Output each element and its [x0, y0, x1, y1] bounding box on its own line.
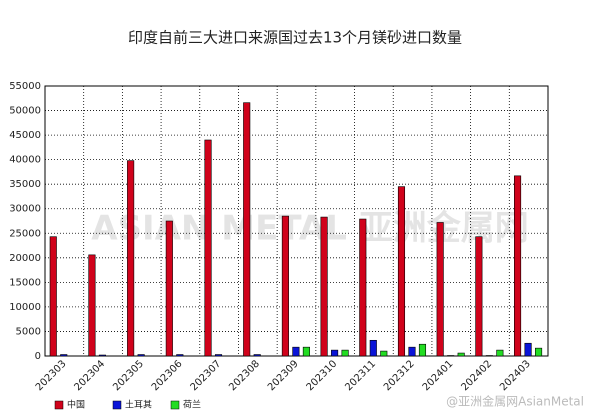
bar: [253, 354, 261, 357]
y-tick-label: 40000: [9, 155, 41, 166]
bar: [281, 215, 289, 357]
bar: [341, 349, 349, 357]
bar: [535, 347, 543, 357]
bar: [418, 343, 427, 357]
bar: [176, 354, 184, 357]
y-tick-label: 45000: [9, 130, 41, 141]
bar: [436, 222, 444, 357]
bar: [165, 220, 173, 357]
bar: [397, 186, 406, 357]
y-tick-label: 20000: [9, 253, 41, 264]
legend-swatch: [112, 400, 122, 410]
bar: [204, 139, 212, 357]
y-tick-label: 15000: [9, 277, 41, 288]
chart-title: 印度自前三大进口来源国过去13个月镁砂进口数量: [128, 29, 462, 47]
y-tick-label: 10000: [9, 302, 41, 313]
bar: [369, 339, 377, 357]
bar: [331, 349, 339, 357]
bar: [524, 342, 532, 357]
legend-label: 土耳其: [125, 399, 152, 411]
bar: [380, 350, 388, 357]
bar: [302, 346, 310, 357]
y-tick-label: 35000: [9, 179, 41, 190]
watermark: ASIAN METAL 亚洲金属网: [91, 209, 528, 249]
y-tick-label: 0: [35, 351, 41, 362]
bar: [127, 160, 135, 357]
legend-label: 荷兰: [183, 399, 201, 411]
bar: [320, 216, 328, 357]
bar: [60, 354, 68, 357]
legend-swatch: [54, 400, 64, 410]
y-tick-label: 30000: [9, 204, 41, 215]
bar: [514, 175, 522, 357]
source: @亚洲金属网AsianMetal: [446, 394, 584, 409]
bar: [359, 218, 367, 357]
y-tick-label: 25000: [9, 228, 41, 239]
bar: [137, 354, 145, 357]
y-tick-label: 55000: [9, 81, 41, 92]
bar: [496, 349, 504, 357]
y-tick-label: 5000: [16, 326, 41, 337]
legend-label: 中国: [67, 399, 85, 411]
bar: [292, 346, 300, 357]
bar: [214, 354, 223, 357]
bar: [49, 236, 57, 357]
y-tick-label: 50000: [9, 106, 41, 117]
bar: [98, 354, 106, 357]
legend-swatch: [170, 400, 180, 410]
bar: [457, 352, 465, 357]
bar: [408, 346, 416, 357]
bar: [88, 254, 96, 357]
bar: [243, 102, 251, 357]
bar: [475, 236, 483, 357]
